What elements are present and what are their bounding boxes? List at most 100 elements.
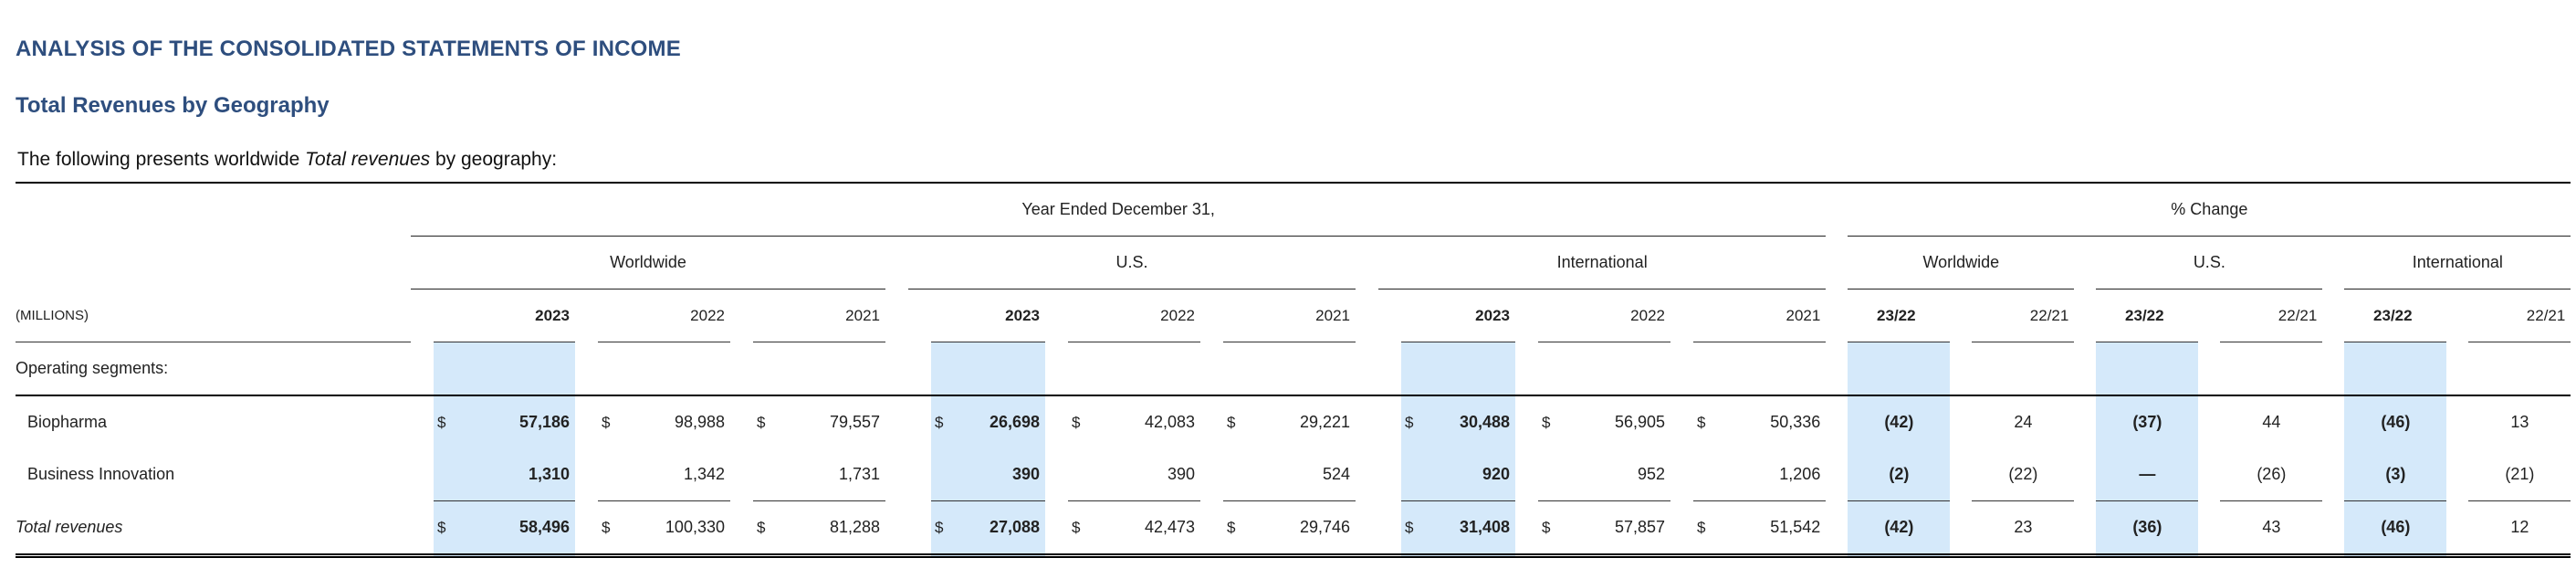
currency-symbol: $ xyxy=(1068,395,1080,448)
change-period-header: 22/21 xyxy=(2468,289,2571,342)
section-heading: Total Revenues by Geography xyxy=(16,93,330,118)
change-cell: 43 xyxy=(2220,500,2323,558)
row-label: Total revenues xyxy=(16,500,411,558)
currency-symbol: $ xyxy=(1401,500,1413,558)
row-label: Biopharma xyxy=(16,395,411,448)
currency-symbol: $ xyxy=(1068,500,1080,558)
change-cell: (3) xyxy=(2344,448,2447,501)
currency-symbol: $ xyxy=(1223,500,1235,558)
currency-symbol: $ xyxy=(598,395,610,448)
change-period-header: 22/21 xyxy=(2220,289,2323,342)
value-cell: 1,342 xyxy=(602,448,730,501)
value-cell: 51,542 xyxy=(1698,500,1827,558)
page-heading: ANALYSIS OF THE CONSOLIDATED STATEMENTS … xyxy=(16,37,681,61)
change-cell: (36) xyxy=(2096,500,2199,558)
change-cell: — xyxy=(2096,448,2199,501)
value-cell: 920 xyxy=(1406,448,1515,501)
value-cell: 26,698 xyxy=(936,395,1045,448)
change-cell: (26) xyxy=(2220,448,2323,501)
currency-symbol: $ xyxy=(753,500,765,558)
section-row: Operating segments: xyxy=(16,342,2571,395)
value-cell: 1,310 xyxy=(438,448,575,501)
year-header: 2021 xyxy=(753,289,885,342)
intro-text-before: The following presents worldwide xyxy=(17,149,306,170)
revenue-table: Year Ended December 31, % Change Worldwi… xyxy=(16,182,2571,558)
value-cell: 524 xyxy=(1228,448,1356,501)
region-header-us: U.S. xyxy=(908,236,1356,290)
change-cell: (42) xyxy=(1848,500,1951,558)
value-cell: 31,408 xyxy=(1406,500,1515,558)
currency-symbol: $ xyxy=(434,500,445,558)
change-header: % Change xyxy=(1848,182,2571,237)
value-cell: 1,731 xyxy=(758,448,885,501)
value-cell: 98,988 xyxy=(602,395,730,448)
period-header: Year Ended December 31, xyxy=(411,182,1827,237)
change-header-us: U.S. xyxy=(2096,236,2323,290)
value-cell: 27,088 xyxy=(936,500,1045,558)
year-header: 2022 xyxy=(1538,289,1670,342)
value-cell: 79,557 xyxy=(758,395,885,448)
change-period-header: 23/22 xyxy=(2344,289,2447,342)
table-row: Business Innovation 1,310 1,342 1,731 390 390… xyxy=(16,448,2571,501)
change-cell: (21) xyxy=(2468,448,2571,501)
row-label: Business Innovation xyxy=(27,465,175,484)
value-cell: 42,083 xyxy=(1073,395,1200,448)
change-cell: (42) xyxy=(1848,395,1951,448)
currency-symbol: $ xyxy=(1693,500,1705,558)
year-header: 2021 xyxy=(1223,289,1356,342)
total-row: Total revenues $58,496 $100,330 $81,288 $27,… xyxy=(16,500,2571,558)
region-header-worldwide: Worldwide xyxy=(411,236,885,290)
table-row: Biopharma $57,186 $98,988 $79,557 $26,698 $42… xyxy=(16,395,2571,448)
year-header: 2022 xyxy=(598,289,730,342)
value-cell: 56,905 xyxy=(1543,395,1670,448)
value-cell: 952 xyxy=(1543,448,1670,501)
change-cell: 23 xyxy=(1972,500,2075,558)
intro-text-after: by geography: xyxy=(430,149,558,170)
change-header-international: International xyxy=(2344,236,2571,290)
header-row-years: (MILLIONS) 2023 2022 2021 2023 2022 2021… xyxy=(16,289,2571,342)
value-cell: 42,473 xyxy=(1073,500,1200,558)
year-header: 2021 xyxy=(1693,289,1827,342)
unit-label: (MILLIONS) xyxy=(16,289,411,342)
change-cell: 24 xyxy=(1972,395,2075,448)
change-cell: (22) xyxy=(1972,448,2075,501)
value-cell: 29,746 xyxy=(1228,500,1356,558)
currency-symbol: $ xyxy=(1401,395,1413,448)
year-header: 2023 xyxy=(1401,289,1515,342)
intro-text: The following presents worldwide Total r… xyxy=(17,149,557,171)
value-cell: 1,206 xyxy=(1698,448,1827,501)
year-header: 2023 xyxy=(434,289,575,342)
change-cell: (46) xyxy=(2344,395,2447,448)
change-period-header: 23/22 xyxy=(1848,289,1951,342)
value-cell: 390 xyxy=(1073,448,1200,501)
value-cell: 57,857 xyxy=(1543,500,1670,558)
change-cell: (2) xyxy=(1848,448,1951,501)
change-cell: (46) xyxy=(2344,500,2447,558)
value-cell: 29,221 xyxy=(1228,395,1356,448)
change-cell: 44 xyxy=(2220,395,2323,448)
value-cell: 50,336 xyxy=(1698,395,1827,448)
currency-symbol: $ xyxy=(1538,500,1550,558)
section-label: Operating segments: xyxy=(16,359,169,377)
year-header: 2023 xyxy=(931,289,1045,342)
value-cell: 390 xyxy=(936,448,1045,501)
change-period-header: 23/22 xyxy=(2096,289,2199,342)
currency-symbol: $ xyxy=(931,500,943,558)
currency-symbol: $ xyxy=(1538,395,1550,448)
intro-text-emphasis: Total revenues xyxy=(305,149,431,170)
change-cell: (37) xyxy=(2096,395,2199,448)
year-header: 2022 xyxy=(1068,289,1200,342)
header-row-period: Year Ended December 31, % Change xyxy=(16,182,2571,237)
value-cell: 81,288 xyxy=(758,500,885,558)
header-row-regions: Worldwide U.S. International Worldwide U… xyxy=(16,236,2571,290)
value-cell: 30,488 xyxy=(1406,395,1515,448)
currency-symbol: $ xyxy=(1223,395,1235,448)
value-cell: 57,186 xyxy=(438,395,575,448)
region-header-international: International xyxy=(1378,236,1827,290)
change-cell: 13 xyxy=(2468,395,2571,448)
change-header-worldwide: Worldwide xyxy=(1848,236,2075,290)
currency-symbol: $ xyxy=(434,395,445,448)
currency-symbol: $ xyxy=(598,500,610,558)
currency-symbol: $ xyxy=(753,395,765,448)
currency-symbol: $ xyxy=(931,395,943,448)
